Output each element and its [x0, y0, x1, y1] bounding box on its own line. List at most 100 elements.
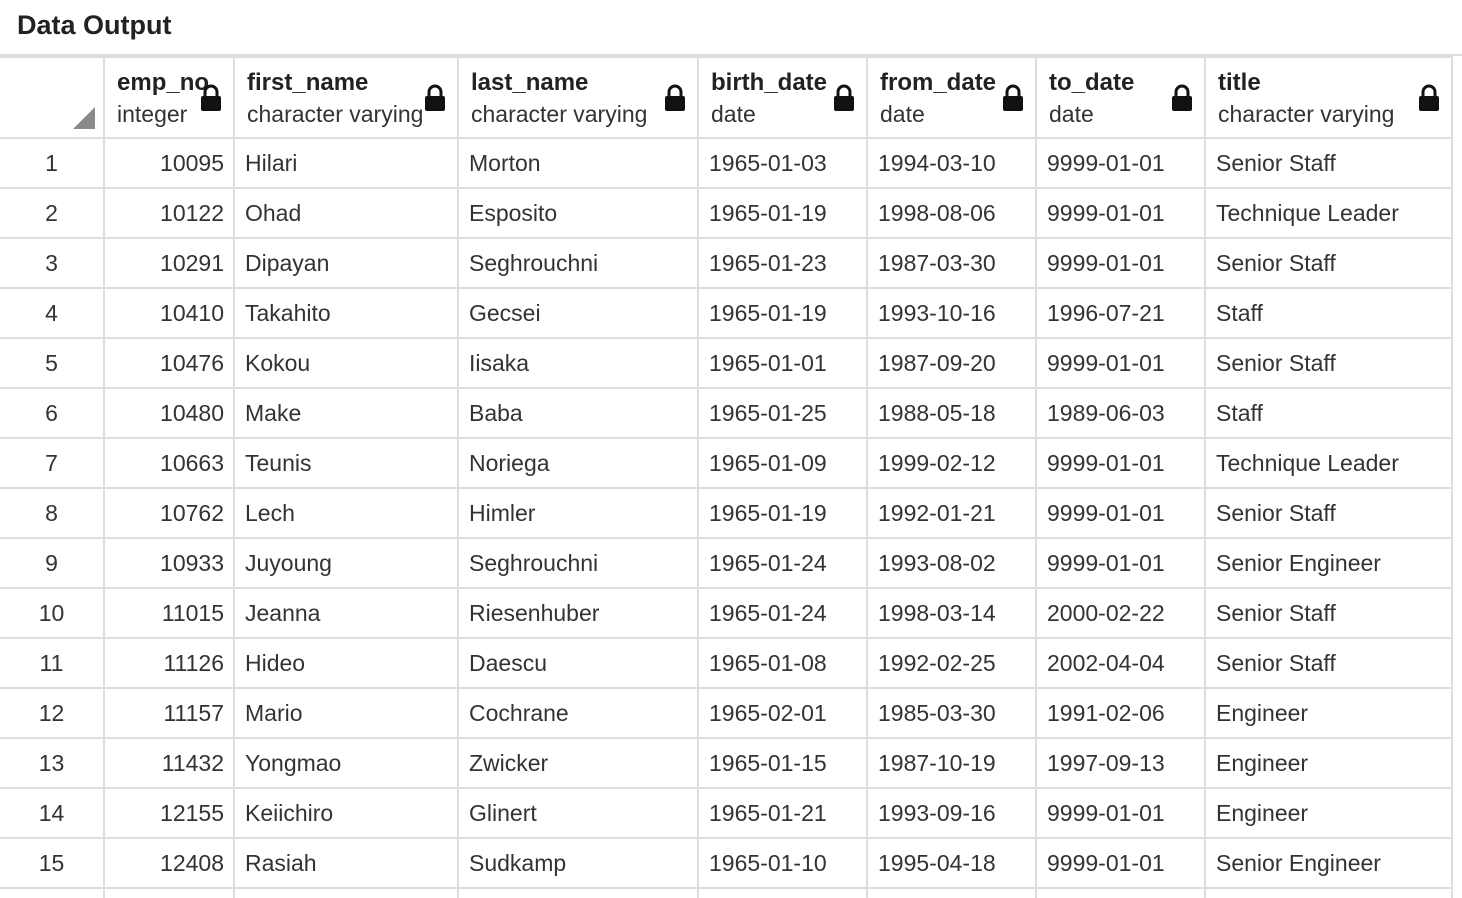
- cell-first-name[interactable]: Mario: [233, 687, 459, 739]
- cell-to-date[interactable]: 9999-01-01: [1035, 837, 1206, 889]
- cell-first-name[interactable]: Hideo: [233, 637, 459, 689]
- cell-title[interactable]: Engineer: [1204, 737, 1453, 789]
- cell-emp-no[interactable]: 10410: [103, 287, 235, 339]
- column-header-from-date[interactable]: from_date date: [866, 56, 1037, 139]
- cell-last-name[interactable]: Sudkamp: [457, 837, 699, 889]
- cell-birth-date[interactable]: 1965-02-01: [697, 687, 868, 739]
- cell-title[interactable]: Staff: [1204, 287, 1453, 339]
- column-header-birth-date[interactable]: birth_date date: [697, 56, 868, 139]
- cell-last-name[interactable]: Cochrane: [457, 687, 699, 739]
- cell-to-date[interactable]: 9999-01-01: [1035, 437, 1206, 489]
- cell-from-date[interactable]: [866, 887, 1037, 898]
- table-row[interactable]: 2 10122 Ohad Esposito 1965-01-19 1998-08…: [0, 187, 1453, 239]
- cell-title[interactable]: Senior Engineer: [1204, 537, 1453, 589]
- column-header-first-name[interactable]: first_name character varying: [233, 56, 459, 139]
- column-header-title[interactable]: title character varying: [1204, 56, 1453, 139]
- cell-last-name[interactable]: Riesenhuber: [457, 587, 699, 639]
- cell-last-name[interactable]: Iisaka: [457, 337, 699, 389]
- table-row[interactable]: 3 10291 Dipayan Seghrouchni 1965-01-23 1…: [0, 237, 1453, 289]
- column-header-emp-no[interactable]: emp_no integer: [103, 56, 235, 139]
- table-row[interactable]: 7 10663 Teunis Noriega 1965-01-09 1999-0…: [0, 437, 1453, 489]
- row-number[interactable]: 11: [0, 637, 105, 689]
- cell-last-name[interactable]: Seghrouchni: [457, 237, 699, 289]
- row-number[interactable]: [0, 887, 105, 898]
- table-row[interactable]: 10 11015 Jeanna Riesenhuber 1965-01-24 1…: [0, 587, 1453, 639]
- cell-from-date[interactable]: 1993-08-02: [866, 537, 1037, 589]
- cell-from-date[interactable]: 1999-02-12: [866, 437, 1037, 489]
- cell-emp-no[interactable]: 10122: [103, 187, 235, 239]
- cell-to-date[interactable]: 2002-04-04: [1035, 637, 1206, 689]
- cell-to-date[interactable]: 1996-07-21: [1035, 287, 1206, 339]
- cell-to-date[interactable]: 9999-01-01: [1035, 137, 1206, 189]
- cell-first-name[interactable]: Jeanna: [233, 587, 459, 639]
- cell-title[interactable]: Senior Staff: [1204, 337, 1453, 389]
- table-row[interactable]: 6 10480 Make Baba 1965-01-25 1988-05-18 …: [0, 387, 1453, 439]
- cell-title[interactable]: Engineer: [1204, 687, 1453, 739]
- cell-first-name[interactable]: Juyoung: [233, 537, 459, 589]
- cell-first-name[interactable]: Dipayan: [233, 237, 459, 289]
- row-number[interactable]: 14: [0, 787, 105, 839]
- cell-birth-date[interactable]: 1965-01-23: [697, 237, 868, 289]
- row-number[interactable]: 15: [0, 837, 105, 889]
- cell-to-date[interactable]: 9999-01-01: [1035, 787, 1206, 839]
- cell-to-date[interactable]: 1989-06-03: [1035, 387, 1206, 439]
- row-number[interactable]: 6: [0, 387, 105, 439]
- row-number[interactable]: 10: [0, 587, 105, 639]
- cell-birth-date[interactable]: 1965-01-24: [697, 537, 868, 589]
- cell-last-name[interactable]: Daescu: [457, 637, 699, 689]
- cell-title[interactable]: Senior Staff: [1204, 637, 1453, 689]
- cell-emp-no[interactable]: 10663: [103, 437, 235, 489]
- cell-to-date[interactable]: 9999-01-01: [1035, 537, 1206, 589]
- cell-title[interactable]: Technique Leader: [1204, 187, 1453, 239]
- cell-first-name[interactable]: Hilari: [233, 137, 459, 189]
- cell-emp-no[interactable]: 11126: [103, 637, 235, 689]
- cell-from-date[interactable]: 1993-10-16: [866, 287, 1037, 339]
- cell-emp-no[interactable]: 12155: [103, 787, 235, 839]
- cell-last-name[interactable]: Seghrouchni: [457, 537, 699, 589]
- cell-emp-no[interactable]: 11157: [103, 687, 235, 739]
- cell-emp-no[interactable]: 10762: [103, 487, 235, 539]
- cell-emp-no[interactable]: [103, 887, 235, 898]
- row-number[interactable]: 13: [0, 737, 105, 789]
- row-number[interactable]: 3: [0, 237, 105, 289]
- table-row[interactable]: 4 10410 Takahito Gecsei 1965-01-19 1993-…: [0, 287, 1453, 339]
- cell-last-name[interactable]: Noriega: [457, 437, 699, 489]
- cell-birth-date[interactable]: 1965-01-19: [697, 187, 868, 239]
- cell-emp-no[interactable]: 10933: [103, 537, 235, 589]
- row-number[interactable]: 4: [0, 287, 105, 339]
- cell-from-date[interactable]: 1987-03-30: [866, 237, 1037, 289]
- cell-title[interactable]: Senior Engineer: [1204, 837, 1453, 889]
- cell-from-date[interactable]: 1988-05-18: [866, 387, 1037, 439]
- cell-from-date[interactable]: 1987-09-20: [866, 337, 1037, 389]
- cell-first-name[interactable]: Make: [233, 387, 459, 439]
- cell-title[interactable]: Senior Staff: [1204, 587, 1453, 639]
- cell-first-name[interactable]: Teunis: [233, 437, 459, 489]
- select-all-corner[interactable]: [0, 56, 105, 139]
- row-number[interactable]: 9: [0, 537, 105, 589]
- cell-birth-date[interactable]: 1965-01-25: [697, 387, 868, 439]
- cell-last-name[interactable]: Himler: [457, 487, 699, 539]
- row-number[interactable]: 8: [0, 487, 105, 539]
- cell-last-name[interactable]: Zwicker: [457, 737, 699, 789]
- cell-to-date[interactable]: 9999-01-01: [1035, 487, 1206, 539]
- cell-birth-date[interactable]: 1965-01-19: [697, 487, 868, 539]
- cell-title[interactable]: Senior Staff: [1204, 137, 1453, 189]
- cell-title[interactable]: Engineer: [1204, 787, 1453, 839]
- cell-title[interactable]: Technique Leader: [1204, 437, 1453, 489]
- column-header-last-name[interactable]: last_name character varying: [457, 56, 699, 139]
- cell-from-date[interactable]: 1994-03-10: [866, 137, 1037, 189]
- cell-to-date[interactable]: 2000-02-22: [1035, 587, 1206, 639]
- cell-birth-date[interactable]: 1965-01-03: [697, 137, 868, 189]
- cell-first-name[interactable]: Kokou: [233, 337, 459, 389]
- cell-birth-date[interactable]: 1965-01-21: [697, 787, 868, 839]
- cell-to-date[interactable]: [1035, 887, 1206, 898]
- cell-birth-date[interactable]: 1965-01-10: [697, 837, 868, 889]
- cell-first-name[interactable]: Lech: [233, 487, 459, 539]
- table-row[interactable]: 5 10476 Kokou Iisaka 1965-01-01 1987-09-…: [0, 337, 1453, 389]
- cell-first-name[interactable]: Ohad: [233, 187, 459, 239]
- cell-birth-date[interactable]: 1965-01-19: [697, 287, 868, 339]
- cell-birth-date[interactable]: 1965-01-08: [697, 637, 868, 689]
- cell-title[interactable]: Senior Staff: [1204, 237, 1453, 289]
- cell-first-name[interactable]: Yongmao: [233, 737, 459, 789]
- cell-birth-date[interactable]: 1965-01-09: [697, 437, 868, 489]
